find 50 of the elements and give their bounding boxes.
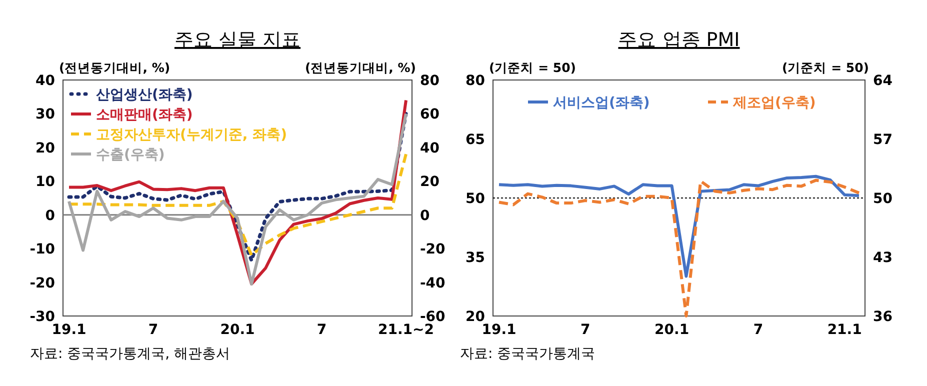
x-tick-label: 21.1~2 [378,322,434,338]
legend-label: 수출(우축) [96,147,165,163]
x-tick-label: 21.1 [827,322,862,338]
x-tick-label: 7 [753,322,764,338]
y2-tick-label: 40 [420,140,440,156]
y-axis-title: (기준치 = 50) [489,60,576,75]
x-tick-label: 19.1 [482,322,516,338]
y-tick-label: 20 [36,140,56,156]
y-tick-label: 10 [36,174,56,190]
y-tick-label: 30 [36,106,56,123]
y-tick-label: 65 [466,132,485,148]
x-tick-label: 19.1 [52,322,86,338]
text: 자료: 중국국가통계국, 해관총서 [30,346,230,362]
chart-title: 주요 실물 지표 [174,29,301,51]
legend-label: 서비스업(좌축) [553,95,650,111]
x-tick-label: 20.1 [220,322,255,338]
y2-tick-label: 43 [873,250,892,266]
y-tick-label: 0 [45,208,56,224]
legend-label: 제조업(우축) [732,95,816,111]
y-tick-label: -20 [30,275,56,292]
y2-tick-label: 60 [420,106,440,123]
x-tick-label: 7 [148,322,158,338]
y-tick-label: -10 [30,242,56,258]
y2-tick-label: 64 [873,73,893,89]
y-axis-title: (전년동기대비, %) [59,60,170,75]
x-tick-label: 7 [316,322,327,338]
y2-tick-label: -40 [420,275,446,292]
x-tick-label: 20.1 [654,322,690,338]
y-tick-label: -30 [30,309,56,325]
legend-label: 고정자산투자(누계기준, 좌축) [96,127,287,143]
y2-axis-title: (기준치 = 50) [782,60,869,75]
y2-tick-label: 50 [873,191,893,207]
legend-label: 소매판매(좌축) [96,107,193,123]
y-tick-label: 80 [466,73,486,89]
y2-tick-label: 57 [873,132,892,148]
y2-tick-label: 0 [420,208,430,224]
text: 자료: 중국국가통계국 [460,346,596,362]
y2-tick-label: 80 [420,73,440,89]
chart-title: 주요 업종 PMI [618,29,740,51]
y-tick-label: 35 [466,250,485,266]
y2-tick-label: 36 [873,309,892,325]
y2-tick-label: -60 [420,309,446,325]
y2-tick-label: 20 [420,174,440,190]
y2-axis-title: (전년동기대비, %) [304,60,416,75]
y2-tick-label: -20 [420,242,446,258]
legend-label: 산업생산(좌축) [96,87,193,103]
y-tick-label: 40 [36,73,56,89]
x-tick-label: 7 [580,322,590,338]
y-tick-label: 20 [466,309,486,325]
y-tick-label: 50 [466,191,486,207]
